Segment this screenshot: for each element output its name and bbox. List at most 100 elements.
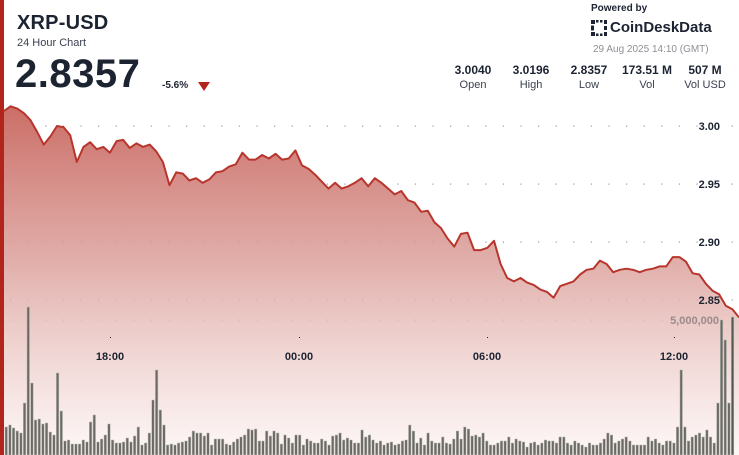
volume-bar: [166, 444, 170, 455]
volume-bar: [507, 436, 511, 455]
volume-bar: [632, 444, 636, 455]
down-arrow-icon: [198, 82, 210, 91]
volume-bar: [349, 439, 353, 455]
volume-bar: [52, 434, 56, 455]
volume-bar: [125, 437, 129, 455]
volume-bar: [140, 444, 144, 455]
volume-bar: [107, 423, 111, 455]
stat-label: Vol USD: [684, 79, 726, 91]
volume-bar: [56, 372, 60, 455]
volume-bar: [676, 426, 680, 455]
volume-bar: [617, 440, 621, 455]
volume-bar: [173, 444, 177, 455]
volume-bar: [635, 444, 639, 455]
volume-bar: [210, 444, 214, 455]
volume-bar: [309, 440, 313, 455]
volume-bar: [334, 434, 338, 455]
volume-bar: [463, 426, 467, 455]
volume-bar: [199, 432, 203, 455]
volume-bar: [151, 399, 155, 455]
volume-bar: [261, 440, 265, 455]
volume-bar: [239, 436, 243, 455]
volume-bar: [246, 428, 250, 455]
volume-bar: [279, 443, 283, 455]
volume-bar: [415, 442, 419, 455]
stat-value: 3.0196: [512, 63, 550, 77]
volume-bar: [122, 441, 126, 455]
price-change: -5.6%: [162, 80, 189, 91]
stat-volume: 173.51 M Vol: [618, 63, 676, 91]
stat-value: 3.0040: [454, 63, 492, 77]
volume-bar: [103, 434, 107, 455]
volume-bar: [375, 442, 379, 455]
volume-bar: [698, 432, 702, 455]
price-area: [4, 106, 739, 455]
volume-bar: [672, 442, 676, 455]
volume-bar: [81, 439, 85, 455]
volume-bar: [584, 446, 588, 455]
volume-bar: [232, 441, 236, 455]
volume-bar: [544, 439, 547, 455]
volume-bar: [294, 434, 298, 455]
volume-bar: [455, 430, 459, 455]
volume-bar: [118, 442, 122, 455]
volume-bar: [323, 440, 327, 455]
volume-bar: [37, 418, 41, 455]
volume-bar: [254, 428, 258, 455]
volume-bar: [477, 436, 481, 455]
volume-bar: [191, 430, 195, 455]
volume-bar: [155, 369, 159, 455]
volume-bar: [290, 442, 294, 455]
volume-bar: [639, 444, 643, 455]
brand-logo[interactable]: CoinDeskData: [591, 19, 712, 36]
volume-bar: [610, 434, 614, 455]
stat-value: 173.51 M: [621, 63, 673, 77]
volume-bar: [687, 440, 691, 455]
volume-bar: [305, 438, 309, 455]
volume-bar: [331, 435, 335, 455]
stat-label: High: [519, 79, 543, 91]
volume-bar: [59, 410, 63, 455]
volume-bar: [404, 439, 408, 455]
volume-scale-label: 5,000,000: [670, 315, 719, 327]
volume-bar: [643, 444, 647, 455]
volume-bar: [74, 443, 78, 455]
y-axis-label: 3.00: [699, 121, 720, 133]
volume-bar: [367, 434, 371, 455]
volume-bar: [716, 402, 720, 455]
volume-bar: [202, 435, 206, 455]
volume-bar: [657, 442, 661, 455]
volume-bar: [521, 441, 525, 455]
volume-bar: [400, 440, 404, 455]
volume-bar: [595, 444, 599, 455]
volume-bar: [613, 442, 617, 455]
volume-bar: [466, 428, 470, 455]
volume-bar: [272, 430, 276, 455]
volume-bar: [518, 440, 522, 455]
volume-bar: [206, 432, 210, 455]
volume-bar: [705, 429, 709, 455]
current-price: 2.8357: [15, 52, 141, 96]
volume-bar: [89, 421, 93, 455]
volume-bar: [566, 442, 569, 455]
volume-bar: [492, 444, 496, 455]
volume-bar: [4, 426, 8, 455]
coindesk-logo-icon: [591, 19, 607, 36]
volume-bar: [195, 432, 199, 455]
volume-bar: [111, 439, 115, 455]
volume-bar: [23, 402, 27, 455]
volume-bar: [316, 442, 320, 455]
x-axis-label: 12:00: [660, 351, 688, 363]
x-axis-label: 06:00: [473, 351, 501, 363]
volume-bar: [26, 306, 30, 455]
volume-bar: [430, 440, 434, 455]
volume-bar: [338, 432, 342, 455]
volume-bar: [320, 438, 324, 455]
volume-bar: [727, 402, 731, 455]
volume-bar: [588, 442, 591, 455]
volume-bar: [250, 429, 254, 455]
volume-bar: [188, 436, 192, 455]
volume-bar: [235, 438, 239, 455]
volume-bar: [444, 442, 448, 455]
volume-bar: [448, 443, 452, 455]
